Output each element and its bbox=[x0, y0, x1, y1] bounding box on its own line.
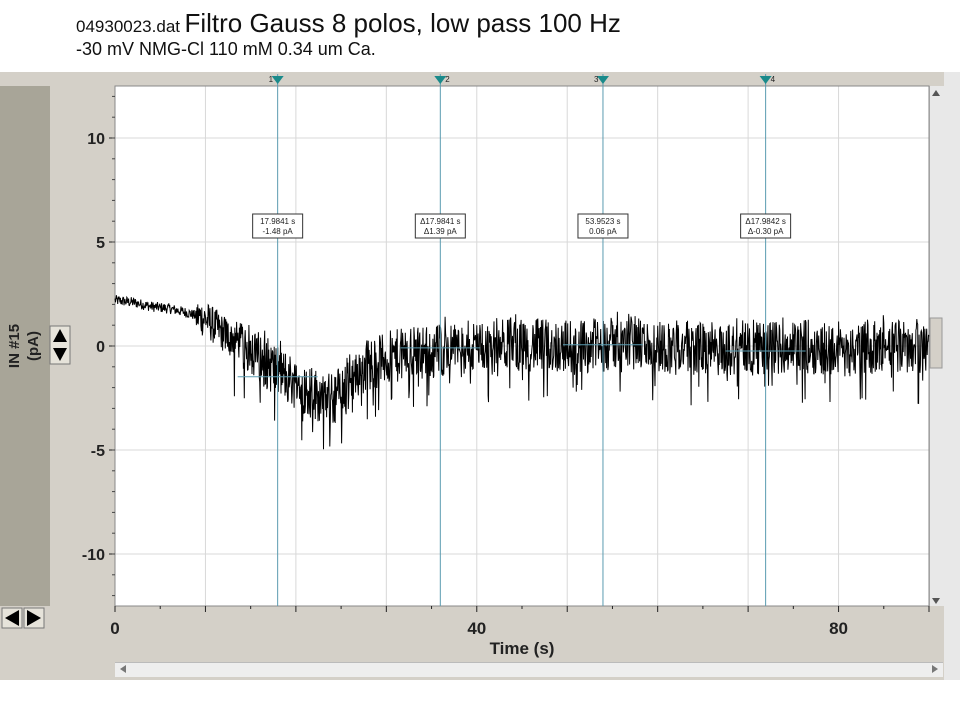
cursor-readout-current: -1.48 pA bbox=[263, 227, 294, 236]
cursor-marker-icon bbox=[434, 76, 447, 84]
triangle-up-icon[interactable] bbox=[53, 329, 67, 342]
current-trace bbox=[114, 295, 930, 450]
cursors[interactable]: 1 17.9841 s-1.48 pA 2 Δ17.9841 sΔ1.39 pA 3 53… bbox=[237, 74, 806, 606]
triangle-right-icon[interactable] bbox=[27, 610, 41, 626]
x-tick-label: 80 bbox=[829, 619, 848, 638]
condition-subtitle: -30 mV NMG-Cl 110 mM 0.34 um Ca. bbox=[76, 39, 376, 59]
cursor-readout-box bbox=[740, 213, 792, 239]
scroll-up-arrow-icon[interactable] bbox=[932, 90, 940, 96]
cursor-readout-time: 17.9841 s bbox=[260, 217, 295, 226]
file-name: 04930023.dat bbox=[76, 17, 180, 36]
cursor-number: 4 bbox=[771, 75, 776, 84]
scale-button-frame bbox=[49, 325, 71, 365]
y-tick-label: -10 bbox=[82, 547, 105, 564]
horizontal-scrollbar[interactable] bbox=[115, 662, 943, 677]
cursor-readout-current: 0.06 pA bbox=[589, 227, 617, 236]
scroll-down-arrow-icon[interactable] bbox=[932, 598, 940, 604]
y-axis-label-line1: IN #15 bbox=[6, 324, 23, 368]
x-axis-label: Time (s) bbox=[490, 639, 555, 658]
figure-title: 04930023.dat Filtro Gauss 8 polos, low p… bbox=[76, 8, 936, 60]
x-tick-label: 0 bbox=[110, 619, 119, 638]
title-line: 04930023.dat Filtro Gauss 8 polos, low p… bbox=[76, 8, 936, 39]
y-ticks: 10 5 0 -5 -10 bbox=[82, 95, 115, 597]
cursor-number: 2 bbox=[445, 75, 450, 84]
window-edge bbox=[944, 72, 960, 680]
y-axis-panel bbox=[0, 86, 50, 606]
horizontal-scroll-buttons[interactable] bbox=[1, 607, 45, 629]
cursor-marker-icon bbox=[271, 76, 284, 84]
cursor-readout-box bbox=[252, 213, 304, 239]
x-tick-label: 40 bbox=[467, 619, 486, 638]
cursor-readout-time: 53.9523 s bbox=[585, 217, 620, 226]
filter-title: Filtro Gauss 8 polos, low pass 100 Hz bbox=[184, 8, 621, 38]
cursor-number: 3 bbox=[594, 75, 599, 84]
grid bbox=[114, 85, 930, 607]
triangle-down-icon[interactable] bbox=[53, 348, 67, 361]
y-tick-label: 0 bbox=[96, 339, 105, 356]
y-tick-label: 5 bbox=[96, 235, 105, 252]
cursor-marker-icon bbox=[596, 76, 609, 84]
scale-buttons[interactable] bbox=[49, 325, 71, 365]
y-axis-label-line2: (pA) bbox=[25, 331, 42, 361]
y-axis-label: IN #15 (pA) bbox=[6, 324, 42, 368]
cursor-readout-box bbox=[414, 213, 466, 239]
x-axis-panel bbox=[50, 606, 944, 662]
cursor-marker-icon bbox=[759, 76, 772, 84]
x-ticks: 0 40 80 bbox=[110, 606, 930, 638]
cursor-readout-current: Δ1.39 pA bbox=[424, 227, 458, 236]
cursor-number: 1 bbox=[269, 75, 274, 84]
triangle-left-icon[interactable] bbox=[5, 610, 19, 626]
cursor-readout-time: Δ17.9842 s bbox=[745, 217, 785, 226]
vertical-scroll-thumb[interactable] bbox=[929, 317, 943, 369]
hscroll-right-arrow-icon[interactable] bbox=[932, 665, 938, 673]
hscroll-left-arrow-icon[interactable] bbox=[120, 665, 126, 673]
cursor-readout-time: Δ17.9841 s bbox=[420, 217, 460, 226]
cursor-readout-box bbox=[577, 213, 629, 239]
y-tick-label: 10 bbox=[87, 131, 105, 148]
trace-line bbox=[114, 295, 930, 450]
cursor-readout-current: Δ-0.30 pA bbox=[748, 227, 784, 236]
y-tick-label: -5 bbox=[91, 443, 105, 460]
